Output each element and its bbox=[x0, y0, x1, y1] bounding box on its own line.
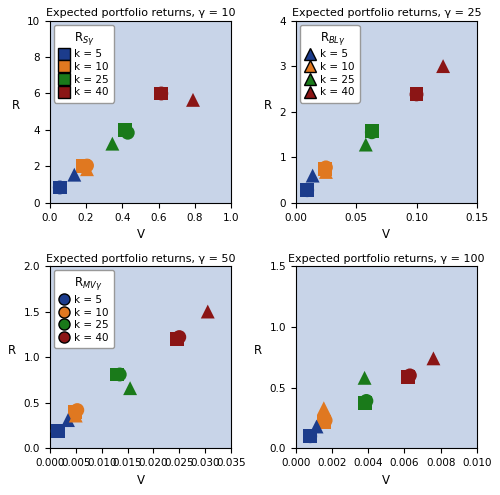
X-axis label: V: V bbox=[382, 474, 390, 487]
X-axis label: V: V bbox=[382, 228, 390, 241]
Point bbox=[56, 184, 64, 192]
Title: Expected portfolio returns, γ = 10: Expected portfolio returns, γ = 10 bbox=[46, 8, 235, 18]
Point bbox=[360, 374, 368, 382]
Point bbox=[113, 371, 121, 379]
X-axis label: V: V bbox=[136, 228, 144, 241]
Point bbox=[54, 427, 62, 435]
Point bbox=[172, 335, 180, 343]
Legend: R$_{MVγ}$, k = 5, k = 10, k = 25, k = 40: R$_{MVγ}$, k = 5, k = 10, k = 25, k = 40 bbox=[54, 270, 114, 348]
Point bbox=[412, 91, 420, 99]
Y-axis label: R: R bbox=[12, 99, 20, 112]
Point bbox=[308, 172, 316, 180]
Point bbox=[70, 408, 78, 416]
Point bbox=[176, 333, 184, 341]
Point bbox=[322, 416, 330, 424]
Point bbox=[108, 140, 116, 148]
Point bbox=[56, 184, 64, 192]
Point bbox=[320, 418, 328, 426]
Title: Expected portfolio returns, γ = 50: Expected portfolio returns, γ = 50 bbox=[46, 254, 235, 264]
Point bbox=[306, 432, 314, 440]
Point bbox=[121, 126, 129, 134]
Point bbox=[406, 371, 414, 379]
Y-axis label: R: R bbox=[8, 344, 16, 357]
Point bbox=[70, 171, 78, 179]
Point bbox=[158, 90, 166, 98]
Legend: R$_{BLγ}$, k = 5, k = 10, k = 25, k = 40: R$_{BLγ}$, k = 5, k = 10, k = 25, k = 40 bbox=[300, 25, 360, 102]
Point bbox=[430, 354, 438, 362]
Point bbox=[303, 186, 311, 194]
Point bbox=[64, 416, 72, 424]
Point bbox=[360, 399, 368, 407]
Point bbox=[322, 168, 330, 176]
Point bbox=[189, 96, 197, 104]
Title: Expected portfolio returns, γ = 100: Expected portfolio returns, γ = 100 bbox=[288, 254, 484, 264]
Point bbox=[368, 127, 376, 135]
Point bbox=[83, 161, 91, 169]
Y-axis label: R: R bbox=[254, 344, 262, 357]
Point bbox=[124, 129, 132, 137]
Point bbox=[54, 427, 62, 435]
Legend: R$_{Sγ}$, k = 5, k = 10, k = 25, k = 40: R$_{Sγ}$, k = 5, k = 10, k = 25, k = 40 bbox=[54, 25, 114, 102]
Point bbox=[320, 404, 328, 412]
Point bbox=[368, 128, 376, 136]
Y-axis label: R: R bbox=[264, 99, 272, 112]
Point bbox=[158, 90, 166, 98]
Point bbox=[312, 423, 320, 431]
Point bbox=[362, 397, 370, 405]
Point bbox=[83, 165, 91, 173]
Point bbox=[320, 165, 328, 173]
Point bbox=[303, 186, 311, 194]
Point bbox=[322, 163, 330, 171]
Point bbox=[74, 406, 82, 414]
Point bbox=[362, 141, 370, 148]
Point bbox=[204, 307, 212, 315]
X-axis label: V: V bbox=[136, 474, 144, 487]
Point bbox=[412, 91, 420, 99]
Point bbox=[404, 373, 412, 381]
Point bbox=[306, 432, 314, 440]
Point bbox=[116, 371, 124, 379]
Point bbox=[126, 384, 134, 392]
Title: Expected portfolio returns, γ = 25: Expected portfolio returns, γ = 25 bbox=[292, 8, 481, 18]
Point bbox=[439, 62, 447, 70]
Point bbox=[72, 411, 80, 419]
Point bbox=[80, 161, 88, 169]
